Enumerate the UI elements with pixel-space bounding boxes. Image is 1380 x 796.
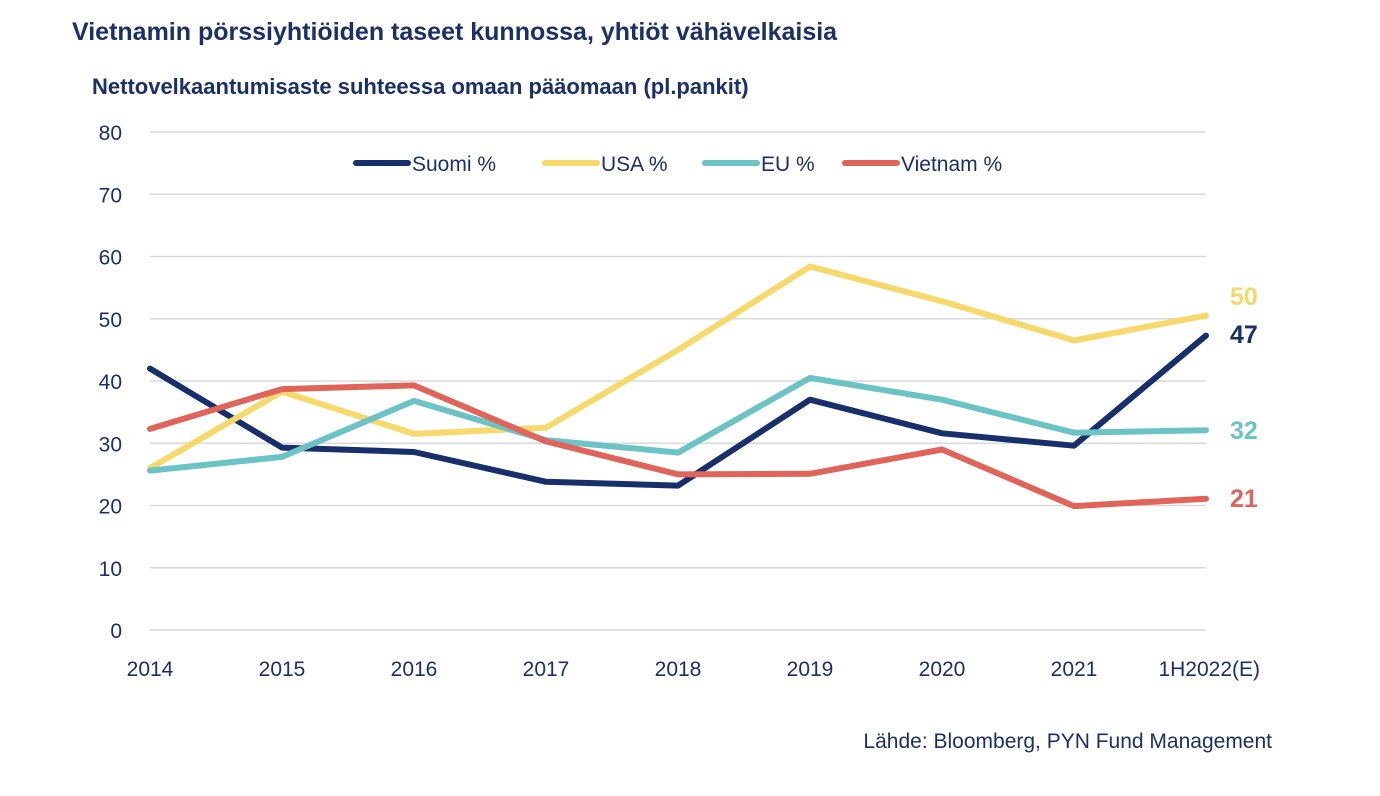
end-value-label: 50 [1230, 283, 1258, 311]
legend-label: EU % [761, 153, 815, 176]
series-line-vietnam [147, 382, 1209, 510]
y-tick-label: 0 [110, 620, 122, 643]
y-tick-label: 10 [99, 558, 122, 581]
end-value-label: 32 [1230, 417, 1258, 445]
x-tick-label: 2014 [127, 658, 174, 681]
x-tick-label: 2019 [787, 658, 834, 681]
x-tick-label: 2016 [391, 658, 438, 681]
x-tick-label: 2018 [655, 658, 702, 681]
x-tick-label: 1H2022(E) [1158, 658, 1260, 681]
chart-title: Nettovelkaantumisaste suhteessa omaan pä… [92, 74, 749, 99]
series-line-suomi [147, 332, 1209, 489]
series-line-eu [147, 374, 1209, 474]
x-tick-label: 2020 [919, 658, 966, 681]
end-value-label: 47 [1230, 321, 1258, 349]
source-note: Lähde: Bloomberg, PYN Fund Management [863, 730, 1272, 753]
legend-label: USA % [601, 153, 668, 176]
y-tick-label: 50 [99, 309, 122, 332]
y-tick-label: 40 [99, 371, 122, 394]
y-tick-label: 70 [99, 184, 122, 207]
x-tick-label: 2021 [1051, 658, 1098, 681]
legend-label: Suomi % [412, 153, 496, 176]
y-tick-label: 20 [99, 496, 122, 519]
y-tick-label: 30 [99, 433, 122, 456]
page-title: Vietnamin pörssiyhtiöiden taseet kunnoss… [72, 18, 838, 46]
x-tick-label: 2017 [523, 658, 570, 681]
y-tick-label: 60 [99, 247, 122, 270]
end-value-label: 21 [1230, 485, 1258, 513]
x-tick-label: 2015 [259, 658, 306, 681]
y-tick-label: 80 [99, 122, 122, 145]
legend-label: Vietnam % [901, 153, 1002, 176]
series-line-usa [147, 263, 1209, 472]
